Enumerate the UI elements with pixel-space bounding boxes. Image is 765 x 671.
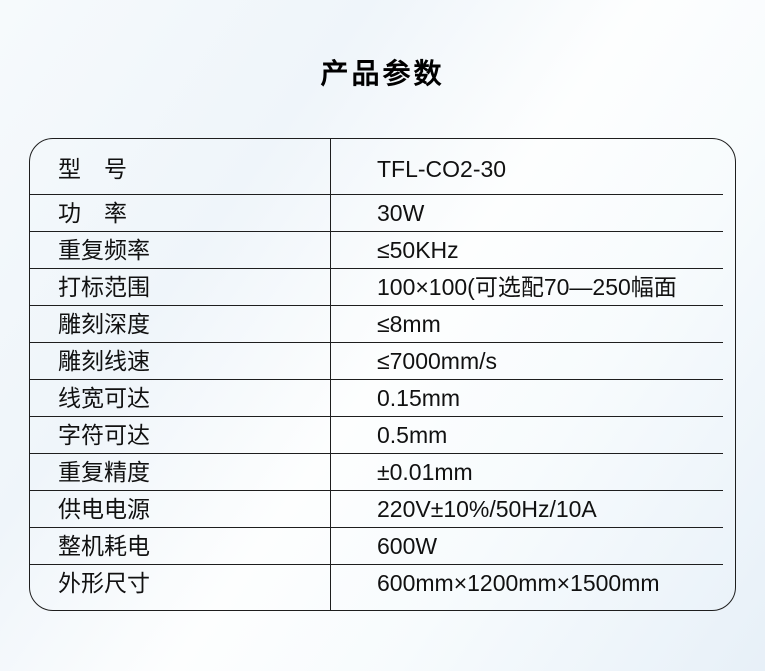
- spec-label: 雕刻深度: [58, 310, 150, 337]
- spec-label: 功 率: [58, 199, 127, 226]
- table-row: 字符可达 0.5mm: [30, 417, 723, 454]
- spec-label: 外形尺寸: [58, 569, 150, 596]
- spec-value: ≤8mm: [377, 310, 441, 337]
- spec-value: TFL-CO2-30: [377, 156, 507, 182]
- spec-value: 600W: [377, 532, 438, 559]
- spec-label: 重复频率: [58, 236, 150, 263]
- table-row: 雕刻深度 ≤8mm: [30, 306, 723, 343]
- table-row: 打标范围 100×100(可选配70—250幅面: [30, 269, 723, 306]
- table-row: 重复频率 ≤50KHz: [30, 232, 723, 269]
- table-row: 供电电源 220V±10%/50Hz/10A: [30, 491, 723, 528]
- spec-value: 0.15mm: [377, 384, 461, 411]
- table-row: 线宽可达 0.15mm: [30, 380, 723, 417]
- table-row: 雕刻线速 ≤7000mm/s: [30, 343, 723, 380]
- table-row: 功 率 30W: [30, 195, 723, 232]
- column-divider: [330, 139, 331, 610]
- spec-value: 0.5mm: [377, 421, 448, 448]
- spec-value: 30W: [377, 199, 425, 226]
- spec-value: 100×100(可选配70—250幅面: [377, 273, 677, 300]
- spec-label: 供电电源: [58, 495, 150, 522]
- spec-value: 600mm×1200mm×1500mm: [377, 569, 660, 596]
- spec-table-rows: 型 号 TFL-CO2-30 功 率 30W 重复频率 ≤50KHz 打标范围 100×100…: [30, 145, 735, 601]
- spec-value: 220V±10%/50Hz/10A: [377, 495, 597, 522]
- table-row: 整机耗电 600W: [30, 528, 723, 565]
- spec-value: ±0.01mm: [377, 458, 473, 485]
- spec-value: ≤50KHz: [377, 236, 459, 263]
- table-row: 型 号 TFL-CO2-30: [30, 145, 723, 195]
- spec-label: 雕刻线速: [58, 347, 150, 374]
- spec-value: ≤7000mm/s: [377, 347, 497, 374]
- table-row: 重复精度 ±0.01mm: [30, 454, 723, 491]
- spec-label: 重复精度: [58, 458, 150, 485]
- spec-label: 打标范围: [58, 273, 150, 300]
- spec-label: 字符可达: [58, 421, 150, 448]
- spec-table: 型 号 TFL-CO2-30 功 率 30W 重复频率 ≤50KHz 打标范围 100×100…: [29, 138, 736, 611]
- spec-label: 线宽可达: [58, 384, 150, 411]
- table-row: 外形尺寸 600mm×1200mm×1500mm: [30, 565, 723, 601]
- spec-label: 整机耗电: [58, 532, 150, 559]
- spec-label: 型 号: [58, 156, 127, 182]
- page-title: 产品参数: [320, 58, 445, 89]
